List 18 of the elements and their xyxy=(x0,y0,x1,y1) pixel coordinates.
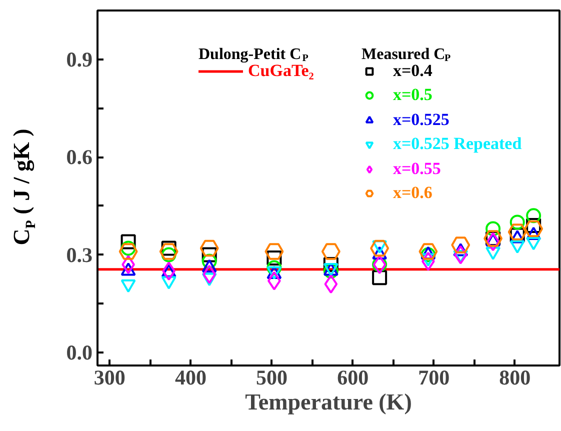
y-tick-label: 0.6 xyxy=(66,145,92,170)
y-tick-label: 0.9 xyxy=(66,47,92,72)
legend-label: CuGaTe₂ xyxy=(248,61,314,81)
x-tick-label: 400 xyxy=(174,366,206,390)
y-tick-label: 0.0 xyxy=(66,340,92,364)
legend-label: x=0.5 xyxy=(393,85,432,106)
x-tick-label: 800 xyxy=(499,366,531,390)
legend-label: x=0.525 Repeated xyxy=(393,134,522,154)
legend-label: x=0.525 xyxy=(393,110,450,130)
legend-label: x=0.6 xyxy=(393,183,432,203)
legend-label: x=0.55 xyxy=(393,158,441,179)
x-tick-label: 500 xyxy=(256,366,288,390)
y-tick-label: 0.3 xyxy=(66,242,92,267)
x-axis-title: Temperature (K) xyxy=(245,390,412,414)
x-tick-label: 300 xyxy=(94,366,126,390)
x-tick-label: 700 xyxy=(418,366,450,390)
x-tick-label: 600 xyxy=(337,366,369,390)
legend-label: x=0.4 xyxy=(393,61,432,81)
